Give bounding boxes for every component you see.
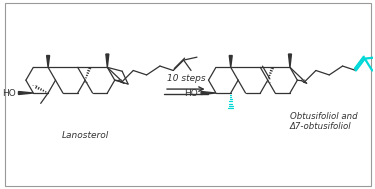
Text: HO: HO <box>2 88 15 98</box>
Text: Lanosterol: Lanosterol <box>62 132 109 140</box>
Polygon shape <box>106 54 109 67</box>
Text: ···: ··· <box>118 77 123 82</box>
Text: ···: ··· <box>84 81 89 86</box>
Polygon shape <box>201 91 216 94</box>
Polygon shape <box>46 56 50 67</box>
Text: 10 steps: 10 steps <box>166 74 205 83</box>
Text: ···: ··· <box>266 81 272 86</box>
Text: Obtusifoliol and: Obtusifoliol and <box>290 112 358 121</box>
Polygon shape <box>229 56 232 67</box>
Polygon shape <box>18 91 33 94</box>
Text: ···: ··· <box>32 84 37 89</box>
Text: Δ7-obtusifoliol: Δ7-obtusifoliol <box>290 122 352 131</box>
Text: ···: ··· <box>300 77 306 82</box>
Text: HO: HO <box>184 88 198 98</box>
Polygon shape <box>288 54 291 67</box>
